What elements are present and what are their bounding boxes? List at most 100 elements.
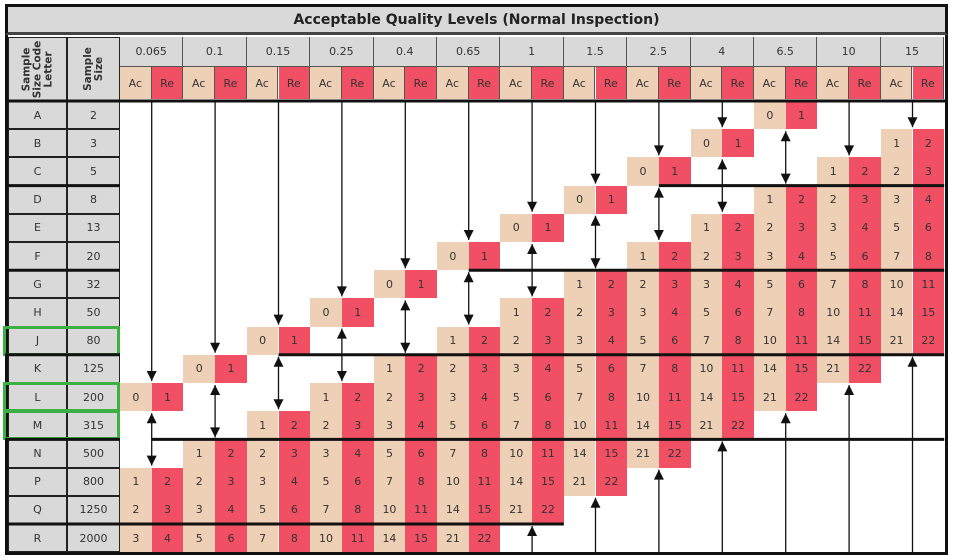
aql-header: 0.15: [246, 37, 311, 67]
sample-size: 1250: [67, 495, 120, 524]
re-value: 2: [595, 270, 628, 299]
re-value: 22: [468, 524, 501, 553]
ac-value: 1: [120, 467, 152, 496]
aql-header: 0.25: [310, 37, 374, 67]
ac-value: 2: [627, 270, 659, 299]
re-value: 2: [849, 157, 881, 186]
re-value: 3: [595, 298, 628, 327]
ac-value: 10: [437, 467, 469, 496]
re-value: 8: [341, 495, 374, 524]
arrow-down-icon: [907, 117, 918, 128]
ac-value: 3: [246, 467, 279, 496]
ac-value: 7: [500, 411, 533, 440]
re-value: 4: [658, 298, 691, 327]
ac-value: 2: [183, 467, 216, 496]
arrow-up-icon: [590, 215, 601, 226]
re-value: 1: [658, 157, 691, 186]
re-value: 11: [785, 326, 818, 355]
ac-header: Ac: [437, 67, 469, 99]
ac-value: 5: [563, 354, 596, 383]
code-letter: C: [8, 157, 67, 186]
sample-size: 800: [67, 467, 120, 496]
ac-header: Ac: [246, 67, 279, 99]
re-header: Re: [278, 67, 311, 99]
aql-header: 10: [817, 37, 881, 67]
re-value: 1: [595, 185, 628, 214]
re-value: 15: [532, 467, 564, 496]
aql-header: 0.1: [183, 37, 247, 67]
ac-value: 21: [817, 354, 850, 383]
re-value: 4: [785, 242, 818, 271]
arrow-down-icon: [336, 286, 347, 297]
ac-value: 1: [373, 354, 406, 383]
re-value: 4: [849, 213, 881, 242]
re-value: 11: [341, 524, 374, 553]
re-value: 6: [278, 495, 311, 524]
re-value: 15: [849, 326, 881, 355]
ac-value: 1: [627, 242, 659, 271]
re-value: 8: [405, 467, 437, 496]
ac-value: 21: [690, 411, 723, 440]
ac-value: 7: [690, 326, 723, 355]
ac-value: 14: [754, 354, 786, 383]
ac-value: 3: [500, 354, 533, 383]
aql-header: 0.65: [437, 37, 501, 67]
re-value: 11: [849, 298, 881, 327]
ac-value: 21: [563, 467, 596, 496]
ac-header: Ac: [754, 67, 786, 99]
re-value: 22: [912, 326, 945, 355]
arrow-down-icon: [146, 455, 157, 466]
ac-value: 3: [563, 326, 596, 355]
ac-value: 5: [754, 270, 786, 299]
ac-value: 5: [880, 213, 913, 242]
arrow-up-icon: [717, 441, 728, 452]
ac-value: 21: [880, 326, 913, 355]
aql-header: 1: [500, 37, 564, 67]
re-value: 22: [785, 383, 818, 412]
ac-value: 10: [880, 270, 913, 299]
ac-value: 0: [310, 298, 342, 327]
ac-value: 1: [690, 213, 723, 242]
ac-value: 14: [627, 411, 659, 440]
re-header: Re: [849, 67, 881, 99]
ac-value: 10: [500, 439, 533, 468]
table-title: Acceptable Quality Levels (Normal Inspec…: [5, 4, 948, 35]
re-value: 4: [278, 467, 311, 496]
re-value: 4: [532, 354, 564, 383]
ac-header: Ac: [120, 67, 152, 99]
sample-size: 13: [67, 213, 120, 242]
arrow-up-icon: [527, 526, 538, 536]
code-letter: R: [8, 524, 67, 553]
ac-value: 5: [373, 439, 406, 468]
ac-value: 7: [246, 524, 279, 553]
arrow-up-icon: [653, 469, 664, 480]
re-value: 3: [658, 270, 691, 299]
re-value: 1: [341, 298, 374, 327]
code-letter: B: [8, 129, 67, 158]
ac-value: 2: [310, 411, 342, 440]
ac-value: 3: [690, 270, 723, 299]
ac-value: 10: [817, 298, 850, 327]
re-value: 3: [468, 354, 501, 383]
re-value: 6: [658, 326, 691, 355]
ac-value: 3: [310, 439, 342, 468]
re-value: 15: [785, 354, 818, 383]
arrow-down-icon: [717, 201, 728, 212]
re-value: 1: [785, 101, 818, 130]
ac-value: 14: [500, 467, 533, 496]
ac-value: 10: [373, 495, 406, 524]
re-header: Re: [912, 67, 945, 99]
re-value: 3: [722, 242, 754, 271]
ac-value: 14: [817, 326, 850, 355]
arrow-down-icon: [273, 314, 284, 325]
arrow-down-icon: [780, 173, 791, 184]
re-header: Re: [785, 67, 818, 99]
arrow-down-icon: [336, 371, 347, 381]
sample-size: 20: [67, 242, 120, 271]
re-value: 6: [215, 524, 247, 553]
re-header: Re: [405, 67, 437, 99]
re-value: 22: [722, 411, 754, 440]
re-value: 22: [595, 467, 628, 496]
ac-value: 3: [373, 411, 406, 440]
ac-value: 21: [437, 524, 469, 553]
